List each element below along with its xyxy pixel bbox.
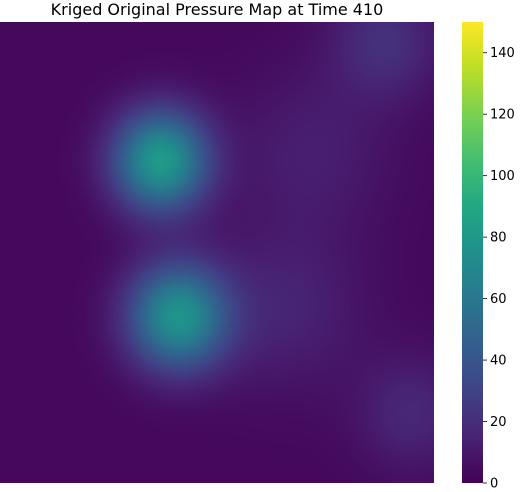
- colorbar-tick-label: 60: [490, 292, 507, 307]
- colorbar-tick-label: 120: [490, 108, 515, 123]
- colorbar-tick-label: 40: [490, 354, 507, 369]
- colorbar: 0 20 40 60 80 100 120 140: [462, 22, 515, 492]
- heatmap-image: [0, 22, 434, 483]
- colorbar-tick-label: 80: [490, 231, 507, 246]
- chart-title: Kriged Original Pressure Map at Time 410: [51, 0, 384, 19]
- colorbar-tick-label: 140: [490, 46, 515, 61]
- colorbar-tick-label: 100: [490, 169, 515, 184]
- colorbar-tick-label: 0: [490, 477, 498, 492]
- heatmap-area: [0, 22, 434, 483]
- colorbar-gradient: [462, 22, 483, 483]
- colorbar-tick-label: 20: [490, 415, 507, 430]
